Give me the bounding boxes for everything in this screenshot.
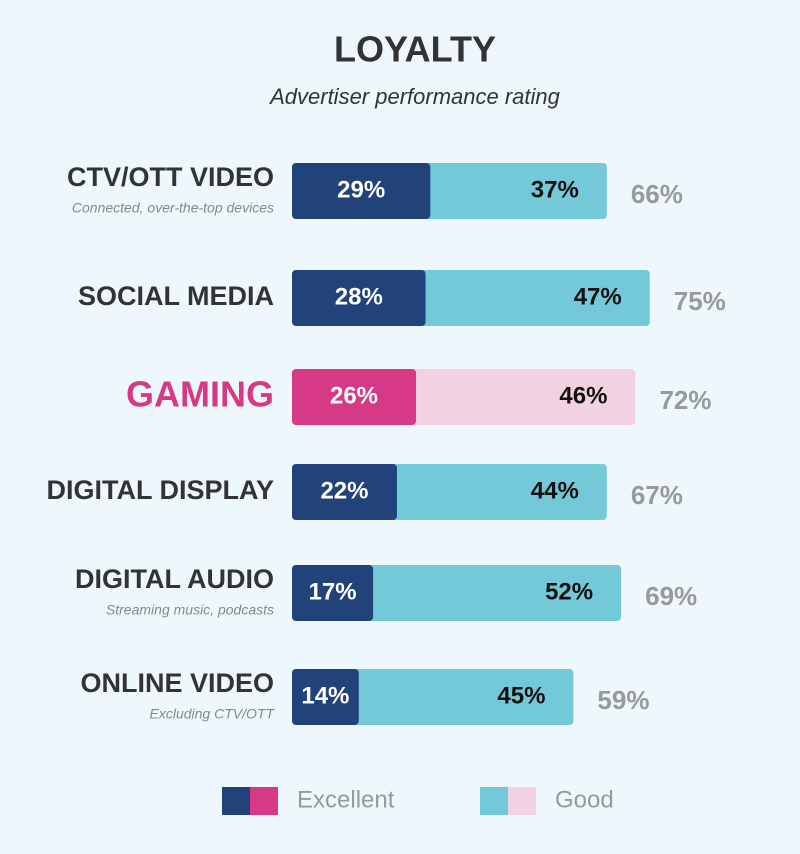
value-label: 29% — [337, 176, 385, 203]
total-label: 69% — [645, 581, 697, 611]
bar-segment — [390, 464, 607, 520]
chart-title: LOYALTY — [334, 29, 496, 70]
category-label: DIGITAL DISPLAY — [46, 475, 274, 505]
category-subtitle: Connected, over-the-top devices — [72, 200, 274, 216]
value-label: 44% — [531, 477, 579, 504]
category-label: ONLINE VIDEO — [80, 668, 274, 698]
total-label: 67% — [631, 480, 683, 510]
legend-label: Good — [555, 786, 614, 813]
bar-segment — [292, 369, 417, 425]
bar-segment — [292, 565, 374, 621]
category-label: GAMING — [126, 374, 274, 415]
value-label: 47% — [574, 283, 622, 310]
value-label: 14% — [301, 682, 349, 709]
bar-segment — [352, 669, 574, 725]
value-label: 26% — [330, 382, 378, 409]
bar-segment — [410, 369, 636, 425]
legend-swatch — [508, 787, 536, 815]
legend-swatch — [222, 787, 250, 815]
category-subtitle: Excluding CTV/OTT — [150, 706, 276, 722]
bar-segment — [424, 163, 607, 219]
category-label: DIGITAL AUDIO — [75, 564, 274, 594]
total-label: 72% — [659, 385, 711, 415]
bar-segment — [292, 163, 431, 219]
value-label: 46% — [559, 382, 607, 409]
total-label: 66% — [631, 179, 683, 209]
legend-swatch — [480, 787, 508, 815]
chart-subtitle: Advertiser performance rating — [268, 84, 561, 109]
bar-segment — [419, 270, 650, 326]
category-subtitle: Streaming music, podcasts — [106, 602, 274, 618]
value-label: 22% — [320, 477, 368, 504]
legend-label: Excellent — [297, 786, 395, 813]
value-label: 17% — [309, 578, 357, 605]
legend-swatch — [250, 787, 278, 815]
value-label: 45% — [497, 682, 545, 709]
category-label: CTV/OTT VIDEO — [67, 162, 274, 192]
bar-segment — [292, 669, 359, 725]
total-label: 59% — [597, 685, 649, 715]
category-label: SOCIAL MEDIA — [78, 281, 274, 311]
total-label: 75% — [674, 286, 726, 316]
value-label: 37% — [531, 176, 579, 203]
value-label: 28% — [335, 283, 383, 310]
value-label: 52% — [545, 578, 593, 605]
bar-segment — [292, 270, 426, 326]
bar-segment — [292, 464, 397, 520]
bar-segment — [367, 565, 622, 621]
